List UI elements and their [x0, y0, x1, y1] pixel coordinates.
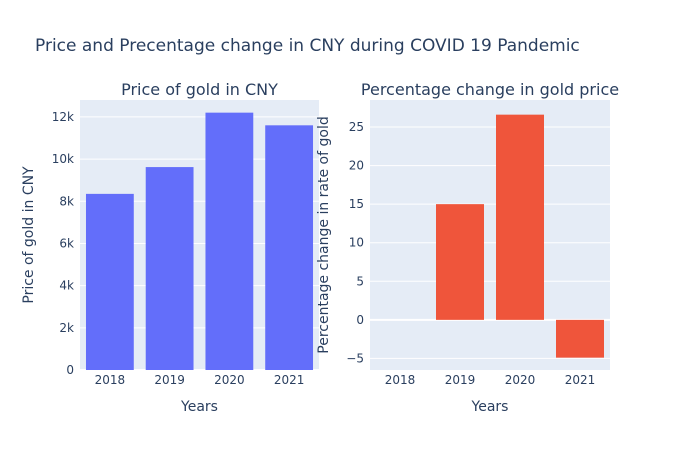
left-y-tick-label: 12k [52, 110, 74, 124]
right-y-tick-label: 5 [356, 274, 364, 288]
right-x-axis-title: Years [471, 399, 509, 415]
right-x-ticks: 2018 2019 2020 2021 [385, 373, 596, 387]
right-x-tick-label: 2020 [505, 373, 536, 387]
left-y-tick-label: 10k [52, 152, 74, 166]
right-y-tick-label: −5 [346, 351, 364, 365]
left-chart-title: Price of gold in CNY [121, 80, 278, 99]
left-x-ticks: 2018 2019 2020 2021 [95, 373, 305, 387]
left-bars [85, 112, 314, 370]
left-subplot: 0 2k 4k 6k 8k 10k 12k 2018 2019 2020 2021 Price o… [21, 80, 319, 415]
left-x-tick-label: 2020 [214, 373, 245, 387]
right-y-tick-label: 25 [349, 120, 364, 134]
left-y-tick-label: 2k [59, 321, 74, 335]
right-y-axis-title: Percentage change in rate of gold [316, 116, 332, 353]
right-y-ticks: −5 0 5 10 15 20 25 [346, 120, 364, 365]
left-bar-2019 [145, 167, 194, 370]
left-x-tick-label: 2019 [154, 373, 185, 387]
left-bar-2020 [205, 112, 254, 370]
right-y-tick-label: 15 [349, 197, 364, 211]
left-y-ticks: 0 2k 4k 6k 8k 10k 12k [52, 110, 74, 377]
left-y-tick-label: 0 [66, 363, 74, 377]
left-x-tick-label: 2018 [95, 373, 126, 387]
right-y-tick-label: 0 [356, 313, 364, 327]
left-bar-2021 [265, 125, 314, 370]
left-y-axis-title: Price of gold in CNY [21, 166, 37, 304]
left-y-tick-label: 8k [59, 194, 74, 208]
right-bar-2020 [496, 114, 544, 320]
left-x-axis-title: Years [180, 399, 218, 415]
left-bar-2018 [85, 193, 134, 370]
left-y-tick-label: 6k [59, 236, 74, 250]
right-bar-2021 [556, 319, 604, 358]
left-y-tick-label: 4k [59, 279, 74, 293]
right-y-tick-label: 20 [349, 159, 364, 173]
figure-title: Price and Precentage change in CNY durin… [35, 36, 580, 56]
right-subplot: −5 0 5 10 15 20 25 2018 2019 2020 2021 Percentage… [316, 80, 619, 415]
right-y-tick-label: 10 [349, 236, 364, 250]
right-x-tick-label: 2018 [385, 373, 416, 387]
right-chart-title: Percentage change in gold price [361, 80, 619, 99]
right-bars [436, 114, 604, 358]
right-x-tick-label: 2019 [445, 373, 476, 387]
left-x-tick-label: 2021 [274, 373, 305, 387]
right-bar-2019 [436, 204, 484, 320]
right-x-tick-label: 2021 [565, 373, 596, 387]
